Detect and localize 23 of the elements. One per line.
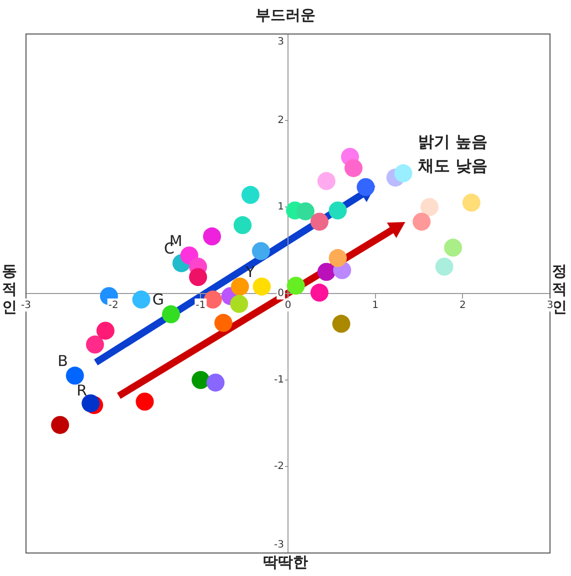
x-tick-label: -3 [21, 300, 31, 312]
y-tick-label: -2 [274, 461, 284, 472]
y2-axis-title: 정적인 [552, 262, 568, 316]
x-tick-label: 1 [372, 300, 379, 312]
y-tick-label: 3 [278, 36, 284, 48]
annotation: 밝기 높음 채도 낮음 [418, 131, 489, 177]
chart-title: 부드러운 [254, 6, 316, 25]
annotation: G [152, 290, 164, 309]
y-tick-label: 0 [278, 288, 284, 300]
x-tick-label: 0 [284, 300, 292, 312]
annotation: B [58, 352, 68, 370]
x-tick-label: 2 [459, 300, 466, 312]
y-tick-label: -1 [274, 374, 284, 386]
y-tick-label: 2 [278, 115, 284, 126]
annotation: R [76, 381, 88, 400]
x-tick-label: -1 [196, 300, 206, 312]
y-axis-title: 동적인 [2, 262, 18, 316]
annotation: Y [244, 262, 256, 281]
y-tick-label: 1 [278, 202, 284, 213]
x-tick-label: 3 [546, 300, 554, 312]
x-axis-title: 딱딱한 [262, 553, 309, 572]
y-tick-label: -3 [274, 540, 284, 551]
x-tick-label: -2 [108, 300, 118, 312]
